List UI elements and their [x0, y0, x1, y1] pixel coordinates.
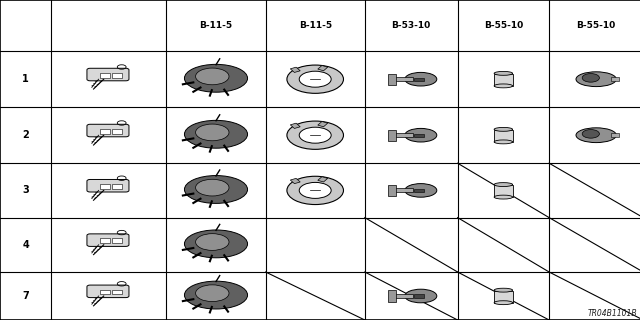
Ellipse shape [576, 72, 616, 87]
Bar [388, 130, 396, 141]
Circle shape [287, 121, 344, 149]
Bar [388, 294, 413, 298]
Bar [415, 189, 424, 192]
Ellipse shape [494, 84, 513, 88]
FancyBboxPatch shape [87, 68, 129, 81]
Text: B-53-10: B-53-10 [392, 21, 431, 30]
Bar [388, 77, 413, 81]
Bar [100, 73, 110, 77]
Bar [112, 238, 122, 243]
Bar [100, 129, 110, 133]
Bar [388, 133, 413, 137]
Circle shape [196, 68, 229, 85]
Bar [415, 294, 424, 298]
Circle shape [196, 285, 229, 301]
Bar [291, 123, 300, 128]
Ellipse shape [494, 301, 513, 305]
FancyBboxPatch shape [87, 234, 129, 246]
Bar [291, 67, 300, 72]
Circle shape [582, 130, 600, 138]
Text: TR04B1101B: TR04B1101B [587, 309, 637, 318]
Ellipse shape [494, 127, 513, 131]
Text: B-55-10: B-55-10 [484, 21, 523, 30]
Bar [112, 184, 122, 189]
Ellipse shape [404, 128, 436, 142]
Bar [100, 184, 110, 189]
Bar [112, 290, 122, 294]
FancyBboxPatch shape [87, 285, 129, 298]
Ellipse shape [494, 288, 513, 292]
Bar [388, 291, 396, 301]
Bar [611, 77, 619, 81]
Ellipse shape [494, 183, 513, 187]
Bar [494, 130, 513, 142]
Circle shape [300, 182, 331, 198]
Bar [494, 185, 513, 197]
Text: B-11-5: B-11-5 [200, 21, 232, 30]
Bar [611, 133, 619, 137]
Ellipse shape [404, 289, 436, 303]
Circle shape [196, 234, 229, 250]
Bar [291, 178, 300, 184]
Bar [494, 291, 513, 303]
Circle shape [300, 71, 331, 87]
Bar [112, 73, 122, 77]
Text: B-11-5: B-11-5 [299, 21, 332, 30]
Circle shape [196, 124, 229, 141]
Bar [317, 177, 328, 182]
Text: 2: 2 [22, 130, 29, 140]
Ellipse shape [184, 120, 248, 148]
Ellipse shape [184, 64, 248, 92]
FancyBboxPatch shape [87, 180, 129, 192]
Bar [415, 78, 424, 81]
Ellipse shape [404, 72, 436, 86]
Ellipse shape [184, 230, 248, 258]
Ellipse shape [494, 140, 513, 144]
FancyBboxPatch shape [87, 124, 129, 137]
Circle shape [287, 176, 344, 204]
Text: 7: 7 [22, 291, 29, 301]
Circle shape [582, 74, 600, 82]
Bar [100, 290, 110, 294]
Circle shape [300, 127, 331, 143]
Bar [388, 188, 413, 192]
Circle shape [287, 65, 344, 93]
Bar [112, 129, 122, 133]
Bar [317, 66, 328, 71]
Ellipse shape [404, 184, 436, 197]
Bar [415, 134, 424, 137]
Bar [388, 74, 396, 85]
Bar [317, 122, 328, 127]
Bar [388, 185, 396, 196]
Ellipse shape [184, 281, 248, 309]
Text: B-55-10: B-55-10 [577, 21, 616, 30]
Ellipse shape [494, 71, 513, 75]
Bar [100, 238, 110, 243]
Circle shape [196, 179, 229, 196]
Text: 1: 1 [22, 74, 29, 84]
Text: 3: 3 [22, 185, 29, 196]
Ellipse shape [184, 176, 248, 204]
Ellipse shape [494, 195, 513, 199]
Text: 4: 4 [22, 240, 29, 250]
Ellipse shape [576, 128, 616, 143]
Bar [494, 74, 513, 86]
